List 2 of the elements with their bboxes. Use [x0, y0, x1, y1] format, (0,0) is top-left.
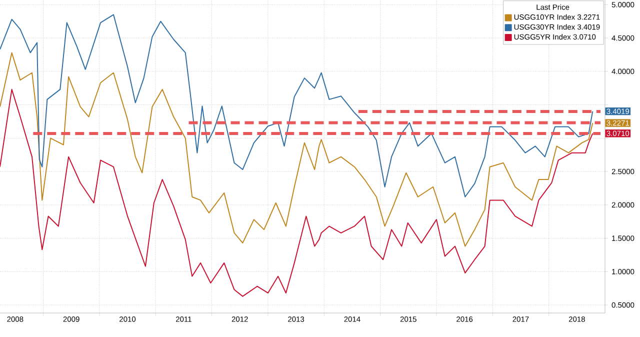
line-series — [0, 88, 594, 297]
line-series — [0, 52, 594, 247]
